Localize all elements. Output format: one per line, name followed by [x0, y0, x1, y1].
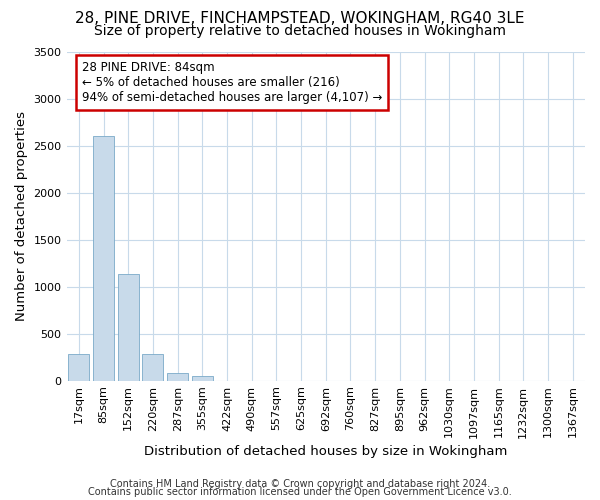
Bar: [68, 354, 89, 380]
Text: 28, PINE DRIVE, FINCHAMPSTEAD, WOKINGHAM, RG40 3LE: 28, PINE DRIVE, FINCHAMPSTEAD, WOKINGHAM…: [75, 11, 525, 26]
Text: 28 PINE DRIVE: 84sqm
← 5% of detached houses are smaller (216)
94% of semi-detac: 28 PINE DRIVE: 84sqm ← 5% of detached ho…: [82, 62, 382, 104]
Bar: [142, 354, 163, 380]
Text: Size of property relative to detached houses in Wokingham: Size of property relative to detached ho…: [94, 24, 506, 38]
Text: Contains public sector information licensed under the Open Government Licence v3: Contains public sector information licen…: [88, 487, 512, 497]
Bar: [93, 136, 114, 380]
Bar: [167, 373, 188, 380]
Bar: [118, 274, 139, 380]
X-axis label: Distribution of detached houses by size in Wokingham: Distribution of detached houses by size …: [144, 444, 508, 458]
Bar: [192, 376, 213, 380]
Text: Contains HM Land Registry data © Crown copyright and database right 2024.: Contains HM Land Registry data © Crown c…: [110, 479, 490, 489]
Y-axis label: Number of detached properties: Number of detached properties: [15, 111, 28, 321]
